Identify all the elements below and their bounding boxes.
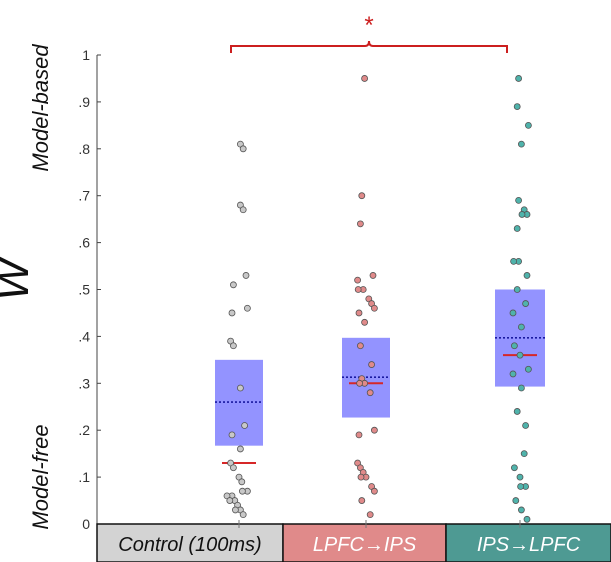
category-box — [96, 523, 284, 562]
data-point — [231, 506, 239, 514]
data-point — [236, 445, 244, 453]
y-tick-label: 1 — [82, 47, 90, 63]
data-point — [366, 389, 374, 397]
data-point — [511, 464, 518, 472]
data-point — [238, 487, 246, 495]
data-point — [516, 473, 524, 481]
y-tick-label: .3 — [78, 375, 90, 391]
data-point — [356, 220, 364, 228]
data-point — [229, 342, 237, 350]
data-point — [515, 196, 522, 204]
data-point — [511, 342, 518, 350]
y-tick-label: .8 — [78, 141, 90, 157]
data-point — [357, 473, 365, 481]
data-point — [229, 281, 237, 289]
data-point — [356, 342, 364, 350]
category-box — [282, 523, 447, 562]
data-point — [241, 422, 249, 429]
category-box — [445, 523, 611, 562]
significance-bracket: * — [230, 12, 508, 53]
y-label-top: Model-based — [28, 44, 53, 172]
data-point — [239, 145, 247, 153]
data-point — [239, 206, 247, 214]
data-point — [358, 192, 366, 200]
boxes — [215, 289, 545, 465]
data-point — [522, 300, 529, 307]
y-tick-label: .6 — [78, 235, 90, 251]
data-point — [523, 272, 531, 279]
data-point — [518, 140, 525, 148]
bracket-line — [230, 40, 508, 53]
y-axis-label: W — [0, 256, 38, 301]
significance-star: * — [364, 12, 373, 39]
data-point — [369, 272, 377, 279]
category-axis: Control (100ms) LPFC→IPS IPS→LPFC — [96, 520, 611, 562]
y-label-bottom: Model-free — [28, 424, 53, 529]
data-point — [523, 515, 531, 523]
data-point — [236, 384, 244, 392]
data-point — [370, 487, 378, 495]
category-label: IPS→LPFC — [477, 534, 581, 556]
data-point — [518, 323, 525, 331]
data-point — [238, 478, 246, 486]
data-point — [509, 370, 517, 378]
data-point — [361, 318, 369, 326]
data-point — [513, 408, 521, 415]
data-point — [370, 426, 378, 434]
data-point — [516, 351, 524, 359]
data-point — [355, 431, 363, 439]
data-point — [513, 286, 521, 293]
y-tick-label: .1 — [78, 469, 90, 485]
category-label: Control (100ms) — [118, 534, 261, 556]
data-point — [525, 365, 532, 373]
data-point — [243, 304, 251, 312]
data-point — [513, 103, 521, 110]
data-point — [239, 511, 247, 519]
category-label: LPFC→IPS — [313, 534, 417, 556]
data-point — [509, 309, 517, 317]
data-point — [242, 272, 250, 279]
data-point — [517, 483, 524, 490]
data-point — [518, 211, 526, 218]
data-point — [368, 361, 376, 368]
data-point — [361, 75, 369, 82]
y-tick-label: .2 — [78, 422, 90, 438]
data-point — [520, 450, 528, 458]
data-point — [513, 225, 521, 232]
data-point — [356, 379, 364, 387]
data-point — [522, 422, 529, 429]
data-point — [518, 506, 525, 514]
data-point — [518, 384, 525, 392]
data-point — [354, 286, 362, 293]
y-tick-label: .4 — [78, 328, 90, 344]
y-tick-label: .7 — [78, 188, 90, 204]
y-tick-label: 0 — [82, 516, 90, 532]
data-point — [358, 497, 366, 504]
data-point — [525, 121, 532, 129]
data-point — [510, 257, 517, 265]
data-point — [228, 309, 236, 317]
data-point — [370, 304, 378, 312]
y-tick-label: .5 — [78, 282, 90, 298]
data-point — [515, 75, 522, 82]
data-point — [366, 511, 374, 519]
data-points — [223, 75, 532, 523]
y-ticks: 0 .1 .2 .3 .4 .5 .6 .7 .8 .9 1 — [78, 47, 101, 532]
data-point — [355, 309, 363, 317]
y-tick-label: .9 — [78, 94, 90, 110]
data-point — [229, 464, 237, 472]
data-point — [354, 276, 362, 284]
data-point — [512, 497, 520, 504]
data-point — [228, 431, 236, 439]
data-point — [226, 497, 234, 504]
